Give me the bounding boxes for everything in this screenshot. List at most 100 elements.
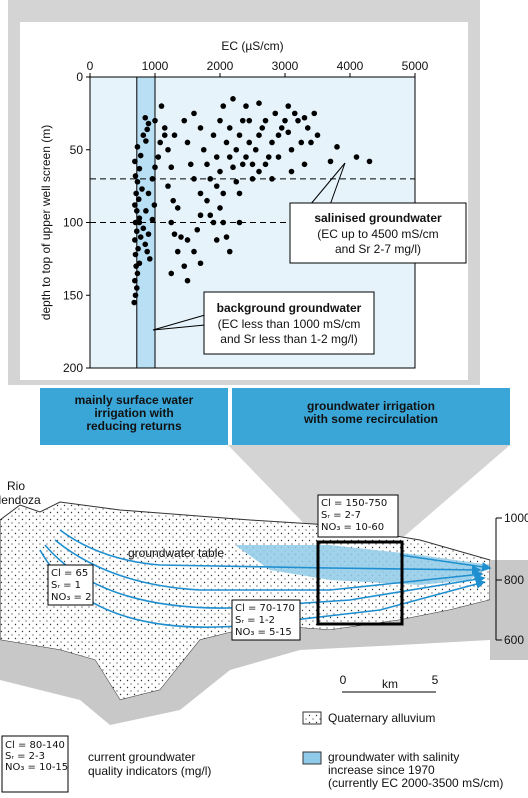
river-label: Rio [7,479,25,493]
chem-label: NO₃ = 10-60 [321,522,384,533]
point [220,103,227,109]
point [165,183,171,189]
point [137,234,144,240]
point [147,256,153,262]
point [301,161,308,168]
point [181,117,188,124]
point [197,125,204,131]
projection [228,445,510,540]
point [132,219,139,226]
point [131,299,137,306]
point [143,208,149,214]
point [139,186,145,192]
point [134,270,141,277]
legend-label: current groundwater [88,750,195,764]
point [220,190,227,197]
point [140,225,147,232]
x-tick-label: 0 [87,59,94,73]
point [243,103,249,109]
point [230,96,236,102]
point [298,139,305,146]
point [236,190,243,197]
point [136,219,143,226]
legend-label: (currently EC 2000-3500 mS/cm) [328,776,503,790]
river-label: Mendoza [0,493,41,507]
point [171,132,178,138]
scale-label: 0 [340,673,347,687]
point [132,202,138,208]
point [262,161,269,168]
point [233,178,240,185]
point [184,237,191,243]
point [134,285,140,291]
point [149,176,156,182]
point [269,139,275,146]
point [168,219,175,226]
point [269,176,275,182]
point [137,152,144,159]
zone-label: mainly surface water [75,393,194,407]
chem-label: Sᵣ = 1-2 [235,615,275,626]
point [213,183,220,189]
leader [152,324,206,331]
legend-label: groundwater with salinity [328,750,459,764]
chem-label: NO₃ = 5-15 [235,627,292,638]
legend-box [1,735,69,793]
point [134,208,140,214]
point [134,144,141,150]
y-tick-label: 150 [63,288,83,302]
point [314,132,321,138]
zone-bar [232,388,510,445]
point [207,176,214,182]
legend-label: increase since 1970 [328,763,435,777]
legend-label: Quaternary alluvium [328,711,435,725]
point [366,158,373,165]
legend-label: NO₃ = 10-15 [5,762,68,773]
y-tick-label: 0 [76,70,83,84]
point [197,260,204,267]
point [161,132,168,138]
point [194,226,201,233]
salinity-zone [235,545,490,585]
point [210,132,217,138]
point [327,158,334,165]
point [256,132,262,138]
point [181,263,188,269]
point [161,125,168,131]
x-tick-label: 1000 [142,59,169,73]
point [252,146,259,153]
point [217,168,223,175]
point [171,231,178,237]
x-axis-title: EC (µS/cm) [221,39,283,53]
point [282,117,288,124]
point [136,260,143,267]
point [311,110,318,117]
x-tick-label: 4000 [337,59,364,73]
chem-label: Cl = 150-750 [321,498,387,509]
point [197,190,204,197]
chem-label: Sᵣ = 1 [51,580,81,591]
point [217,205,223,211]
point [233,146,240,153]
y-axis-title: depth to top of upper well screen (m) [39,125,53,320]
x-tick-label: 2000 [207,59,234,73]
zone-label: groundwater irrigation [307,399,435,413]
point [132,158,138,165]
y-tick-label: 50 [70,143,84,157]
point [136,215,143,221]
point [132,173,139,179]
water-table-label: groundwater table [128,546,224,560]
point [200,146,207,153]
leader [329,162,346,206]
point [140,132,147,138]
point [220,219,227,226]
point [226,125,233,131]
elevation-label: 600 [504,633,524,647]
zone-label: irrigation with [94,406,173,420]
point [191,110,197,117]
point [142,114,149,121]
point [132,237,138,243]
annotation-text: and Sr 2-7 mg/l) [335,242,421,256]
annotation-title: salinised groundwater [314,211,442,225]
